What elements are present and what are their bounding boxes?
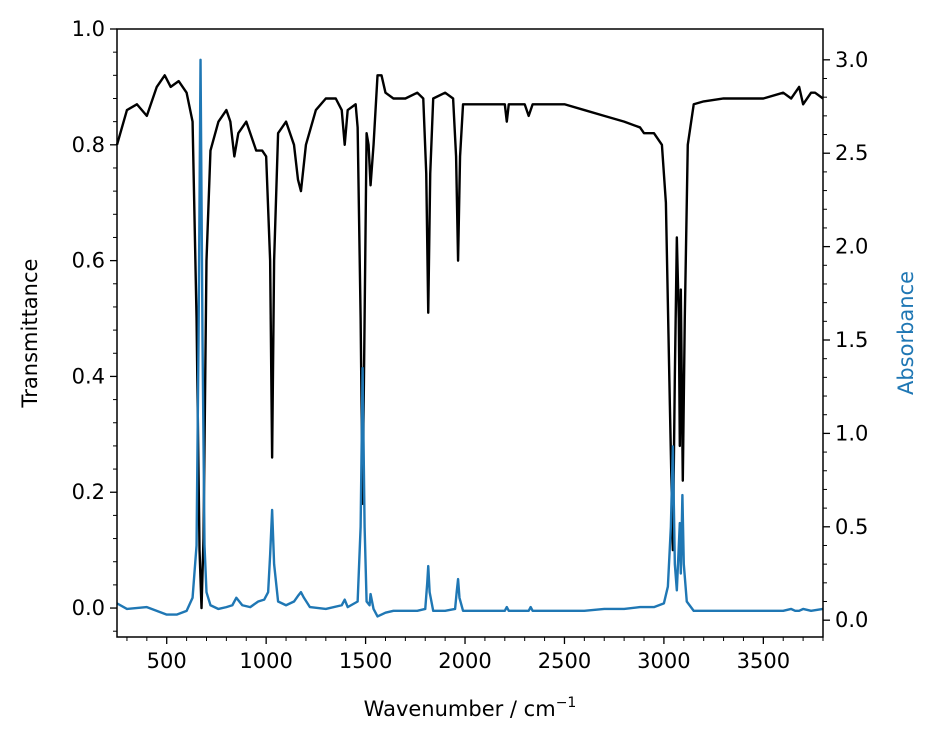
y-right-tick-label: 1.0 <box>835 421 868 445</box>
x-tick-label: 1000 <box>239 649 292 673</box>
plot-area <box>115 28 824 638</box>
series-layer <box>115 58 824 618</box>
plot-frame <box>116 28 824 638</box>
y-right-tick-label: 2.5 <box>835 141 868 165</box>
x-tick-label: 500 <box>147 649 187 673</box>
y-left-tick-label: 0.0 <box>72 596 105 620</box>
y-right-tick-label: 1.5 <box>835 328 868 352</box>
y-left-tick-label: 0.6 <box>72 249 105 273</box>
y-left-tick-label: 0.4 <box>72 364 105 388</box>
x-tick-label: 3000 <box>637 649 690 673</box>
y-left-tick-label: 1.0 <box>72 17 105 41</box>
x-tick-label: 1500 <box>339 649 392 673</box>
y-axis-left-title: Transmittance <box>18 259 42 409</box>
y-axis-right: 0.0 0.5 1.0 1.5 2.0 2.5 3.0 <box>823 48 868 632</box>
x-tick-label: 3500 <box>737 649 790 673</box>
y-left-tick-label: 0.2 <box>72 480 105 504</box>
x-axis-title: Wavenumber / cm−1 <box>364 695 577 721</box>
y-axis-right-title: Absorbance <box>894 271 918 395</box>
transmittance-line <box>115 74 824 610</box>
x-tick-label: 2000 <box>438 649 491 673</box>
x-tick-label: 2500 <box>538 649 591 673</box>
y-left-tick-label: 0.8 <box>72 133 105 157</box>
y-axis-left: 0.0 0.2 0.4 0.6 0.8 1.0 <box>72 17 117 632</box>
y-right-tick-label: 0.0 <box>835 608 868 632</box>
y-right-tick-label: 3.0 <box>835 48 868 72</box>
y-right-tick-label: 0.5 <box>835 515 868 539</box>
x-axis: 500 1000 1500 2000 2500 3000 3500 <box>126 637 824 673</box>
y-right-tick-label: 2.0 <box>835 235 868 259</box>
absorbance-line <box>116 58 824 618</box>
